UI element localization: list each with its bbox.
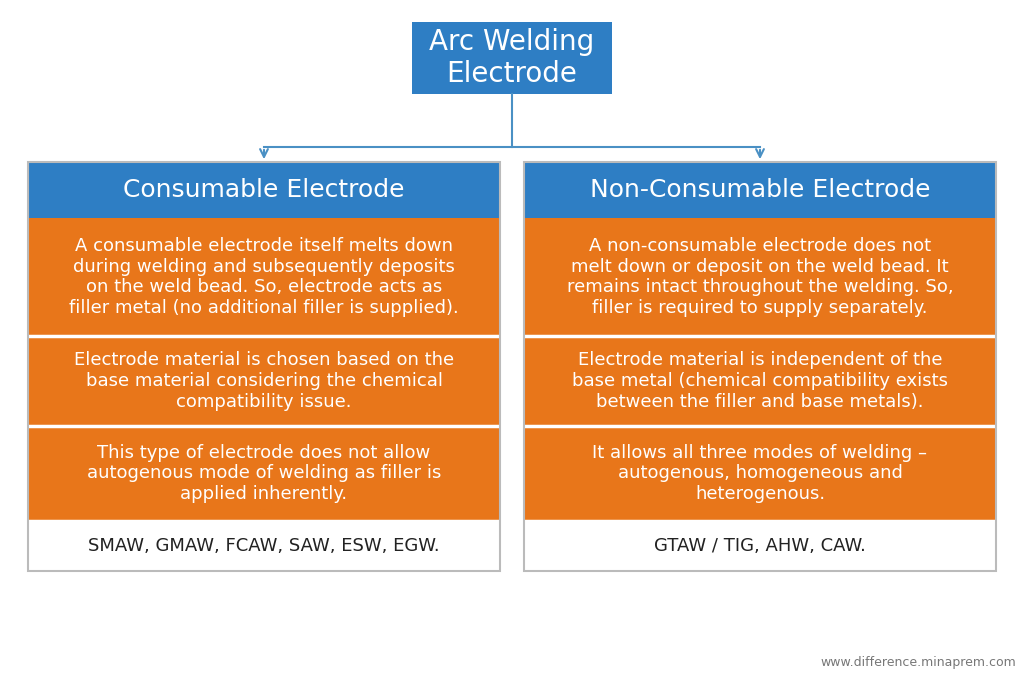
Text: It allows all three modes of welding –
autogenous, homogeneous and
heterogenous.: It allows all three modes of welding – a…	[593, 443, 928, 503]
Bar	[524, 218, 996, 336]
Bar	[524, 521, 996, 571]
Bar	[524, 162, 996, 218]
Bar	[524, 426, 996, 521]
Text: This type of electrode does not allow
autogenous mode of welding as filler is
ap: This type of electrode does not allow au…	[87, 443, 441, 503]
Bar	[28, 218, 500, 336]
Text: Arc Welding
Electrode: Arc Welding Electrode	[429, 28, 595, 88]
Text: www.difference.minaprem.com: www.difference.minaprem.com	[820, 656, 1016, 669]
Text: SMAW, GMAW, FCAW, SAW, ESW, EGW.: SMAW, GMAW, FCAW, SAW, ESW, EGW.	[88, 537, 440, 555]
Bar	[28, 162, 500, 571]
Bar	[412, 22, 612, 94]
Text: A non-consumable electrode does not
melt down or deposit on the weld bead. It
re: A non-consumable electrode does not melt…	[566, 237, 953, 318]
Bar	[28, 162, 500, 218]
Bar	[524, 162, 996, 571]
Bar	[28, 521, 500, 571]
Text: Electrode material is chosen based on the
base material considering the chemical: Electrode material is chosen based on th…	[74, 351, 454, 411]
Text: Consumable Electrode: Consumable Electrode	[123, 178, 404, 202]
Text: GTAW / TIG, AHW, CAW.: GTAW / TIG, AHW, CAW.	[654, 537, 866, 555]
Bar	[524, 336, 996, 426]
Bar	[28, 336, 500, 426]
Text: Electrode material is independent of the
base metal (chemical compatibility exis: Electrode material is independent of the…	[572, 351, 948, 411]
Bar	[28, 426, 500, 521]
Text: A consumable electrode itself melts down
during welding and subsequently deposit: A consumable electrode itself melts down…	[70, 237, 459, 318]
Text: Non-Consumable Electrode: Non-Consumable Electrode	[590, 178, 930, 202]
